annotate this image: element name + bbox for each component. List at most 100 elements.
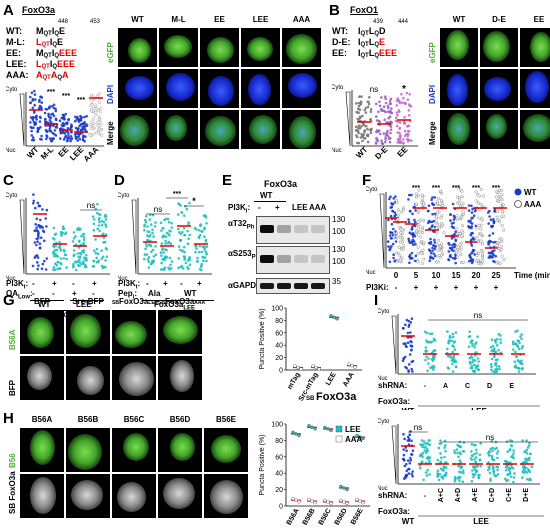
data-point — [455, 448, 459, 451]
data-point — [342, 500, 346, 504]
data-point — [514, 343, 517, 346]
data-point — [363, 129, 366, 132]
data-point — [479, 187, 483, 192]
microscopy-image — [112, 310, 156, 354]
panel-a-pos-end: 453 — [90, 19, 101, 25]
data-point — [200, 264, 203, 268]
data-point — [487, 465, 491, 469]
data-point — [375, 119, 379, 122]
data-point — [54, 232, 58, 236]
data-point — [204, 250, 207, 253]
data-point — [355, 497, 359, 502]
data-point — [82, 249, 86, 252]
data-point — [439, 221, 443, 225]
data-point — [477, 476, 480, 479]
data-point — [430, 332, 434, 335]
data-point — [51, 112, 55, 116]
data-point — [347, 362, 351, 366]
data-point — [436, 248, 440, 252]
shrna-value: A — [443, 383, 448, 390]
blot-band — [277, 255, 291, 263]
data-point — [291, 497, 295, 501]
data-point — [457, 475, 461, 479]
data-point — [32, 126, 35, 130]
data-point — [40, 267, 44, 270]
data-point — [439, 460, 442, 463]
data-point — [491, 458, 495, 461]
data-point — [424, 350, 428, 353]
x-tick-label: 25 — [492, 271, 501, 280]
data-point — [187, 237, 190, 241]
cell-signal — [27, 317, 55, 349]
data-point — [390, 245, 393, 248]
data-point — [188, 257, 191, 260]
data-point — [85, 256, 88, 260]
cell-signal — [162, 316, 198, 345]
data-point — [204, 238, 208, 242]
data-point — [403, 464, 407, 468]
data-point — [364, 111, 368, 114]
construct-residue: E — [379, 37, 386, 47]
data-point — [434, 226, 439, 230]
data-point — [194, 244, 197, 248]
cell-signal — [208, 76, 235, 106]
data-point — [474, 224, 478, 228]
data-point — [72, 237, 76, 240]
data-point — [459, 461, 462, 464]
data-point — [473, 238, 476, 241]
data-point — [497, 348, 500, 352]
microscopy-image — [200, 28, 239, 67]
blot-lane-label: LEE — [292, 203, 308, 212]
construct-residue: Q — [374, 53, 380, 59]
significance-stars: *** — [62, 93, 70, 100]
data-point — [409, 344, 413, 347]
data-point — [408, 241, 412, 244]
data-point — [411, 470, 414, 473]
data-point — [513, 360, 517, 364]
data-point — [396, 97, 400, 100]
condition-sign: + — [414, 283, 419, 292]
data-point — [473, 452, 476, 456]
condition-sign: - — [32, 289, 35, 298]
column-header: SBFoxO3aAAA — [158, 297, 206, 306]
data-point — [430, 340, 434, 343]
data-point — [394, 116, 398, 120]
data-point — [408, 461, 412, 465]
data-point — [104, 225, 108, 228]
data-point — [512, 476, 516, 479]
data-point — [512, 456, 515, 460]
data-point — [402, 120, 406, 124]
group-bar — [70, 300, 104, 301]
panel-letter-g: G — [3, 292, 15, 309]
group-label-gene: FoxO3a — [316, 391, 357, 402]
data-point — [489, 346, 493, 349]
data-point — [100, 223, 104, 227]
data-point — [50, 137, 54, 140]
data-point — [199, 233, 202, 237]
microscopy-image — [112, 428, 156, 472]
data-point — [380, 96, 383, 99]
data-point — [509, 461, 512, 464]
data-point — [92, 259, 95, 263]
data-point — [453, 478, 457, 481]
data-point — [52, 226, 56, 230]
data-point — [496, 450, 500, 453]
construct-residue: EEE — [379, 48, 398, 58]
data-point — [164, 242, 167, 245]
cell-signal — [482, 30, 511, 62]
construct-name: WT: — [332, 26, 348, 36]
data-point — [432, 219, 436, 223]
data-point — [512, 480, 515, 484]
group-label-lee: LEE — [473, 517, 489, 526]
data-point — [30, 91, 34, 94]
data-point — [205, 252, 208, 256]
panel-a-pos-start: 448 — [58, 19, 69, 25]
data-point — [31, 99, 34, 102]
data-point — [471, 344, 474, 347]
data-point — [447, 354, 450, 358]
data-point — [451, 202, 455, 206]
data-point — [102, 236, 106, 240]
cell-signal — [210, 480, 244, 515]
data-point — [495, 215, 499, 219]
